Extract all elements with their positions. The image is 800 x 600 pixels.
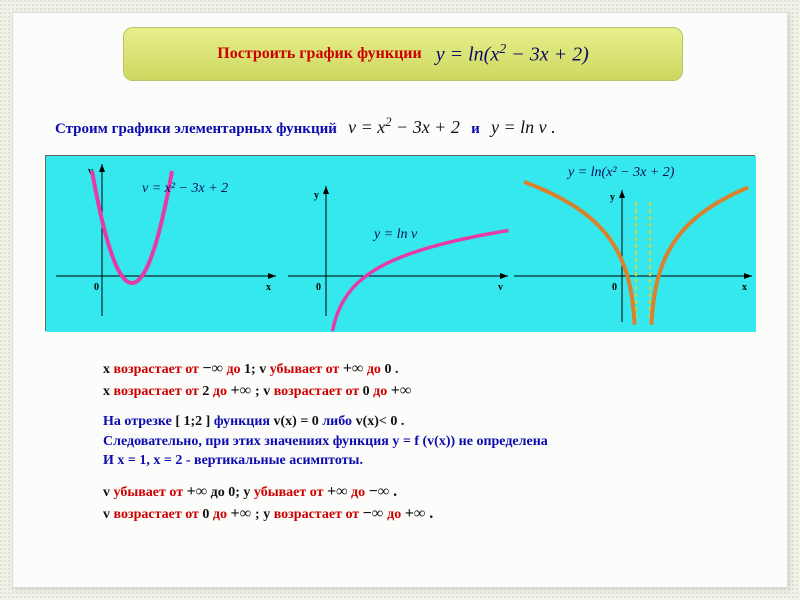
svg-text:0: 0: [316, 282, 321, 293]
note-line-1: x возрастает от −∞ до 1; v убывает от +∞…: [103, 359, 743, 379]
svg-text:v: v: [498, 282, 503, 293]
note-line-3: На отрезке [ 1;2 ] функция v(x) = 0 либо…: [103, 413, 743, 431]
subtitle-line: Строим графики элементарных функций v = …: [55, 115, 556, 138]
title-formula: y = ln(x2 − 3x + 2): [436, 42, 589, 67]
note-line-7: v возрастает от 0 до +∞ ; y возрастает о…: [103, 504, 743, 524]
subtitle-mid: и: [471, 121, 480, 137]
svg-text:y = ln v: y = ln v: [372, 227, 418, 242]
svg-text:v = x² − 3x + 2: v = x² − 3x + 2: [142, 181, 228, 196]
svg-text:y: y: [610, 192, 615, 203]
subtitle-prefix: Строим графики элементарных функций: [55, 121, 337, 137]
charts-svg: 0 x v v = x² − 3x + 2 0 v y y = ln v: [46, 156, 756, 332]
formula-y: y = ln v .: [491, 117, 556, 137]
title-box: Построить график функции y = ln(x2 − 3x …: [123, 27, 683, 81]
svg-text:0: 0: [94, 282, 99, 293]
svg-text:0: 0: [612, 282, 617, 293]
formula-v: v = x2 − 3x + 2: [348, 117, 460, 137]
note-line-4: Следовательно, при этих значениях функци…: [103, 433, 743, 451]
svg-text:x: x: [266, 282, 271, 293]
notes-block: x возрастает от −∞ до 1; v убывает от +∞…: [103, 359, 743, 526]
svg-text:x: x: [742, 282, 747, 293]
note-line-6: v убывает от +∞ до 0; y убывает от +∞ до…: [103, 482, 743, 502]
svg-text:y: y: [314, 190, 319, 201]
svg-text:y = ln(x² − 3x + 2): y = ln(x² − 3x + 2): [566, 165, 675, 180]
slide-card: Построить график функции y = ln(x2 − 3x …: [12, 12, 788, 588]
note-line-5: И x = 1, x = 2 - вертикальные асимптоты.: [103, 452, 743, 470]
chart-panel: 0 x v v = x² − 3x + 2 0 v y y = ln v: [45, 155, 755, 331]
note-line-2: x возрастает от 2 до +∞ ; v возрастает о…: [103, 381, 743, 401]
title-label: Построить график функции: [217, 45, 421, 63]
